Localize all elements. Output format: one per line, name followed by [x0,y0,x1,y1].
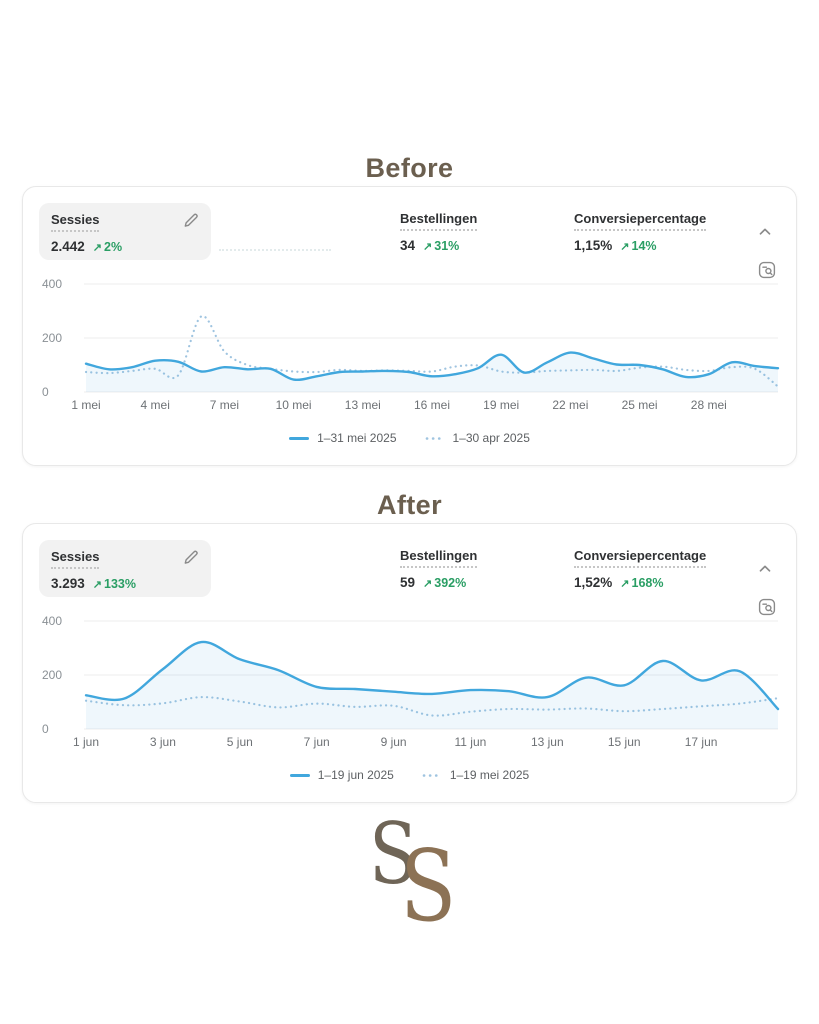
solid-line-swatch-icon [289,436,310,440]
svg-text:5 jun: 5 jun [227,735,253,749]
logo-letter-s1: S [369,805,418,903]
metric-value-sessies: 3.293 [51,576,85,592]
trend-up-icon: ↗ [423,241,433,254]
metric-tab-sessies[interactable]: Sessies 2.442 ↗ 2% [39,203,211,260]
explore-data-button[interactable] [758,261,776,279]
pencil-icon [184,213,198,227]
metric-change-conversiepercentage: ↗ 14% [620,239,657,254]
svg-text:7 mei: 7 mei [210,398,239,412]
chart-legend: 1–31 mei 2025 1–30 apr 2025 [23,431,796,445]
trend-up-icon: ↗ [92,242,103,255]
legend-item-previous-period: 1–19 mei 2025 [422,768,529,782]
svg-text:400: 400 [42,614,62,628]
legend-label: 1–31 mei 2025 [317,431,397,445]
svg-text:7 jun: 7 jun [304,735,330,749]
legend-item-current-period: 1–19 jun 2025 [289,768,394,782]
before-title: Before [365,153,454,183]
svg-text:16 mei: 16 mei [414,398,450,412]
svg-text:3 jun: 3 jun [150,735,176,749]
metric-tab-bestellingen[interactable]: Bestellingen 34 ↗ 31% [400,210,478,254]
metric-tab-conversiepercentage[interactable]: Conversiepercentage 1,52% ↗ 168% [574,547,707,591]
svg-text:13 jun: 13 jun [531,735,564,749]
svg-text:0: 0 [42,722,49,736]
metric-change-sessies: ↗ 133% [92,577,136,592]
metric-value-bestellingen: 59 [400,575,416,591]
trend-up-icon: ↗ [92,579,103,592]
edit-metric-button[interactable] [183,212,199,228]
collapse-card-button[interactable] [757,561,773,577]
svg-text:1 mei: 1 mei [71,398,100,412]
svg-text:13 mei: 13 mei [345,398,381,412]
dotted-line-swatch-icon [425,436,445,440]
metric-label-conversiepercentage: Conversiepercentage [574,548,707,569]
trend-up-icon: ↗ [620,241,630,254]
analytics-card-before: Sessies 2.442 ↗ 2% Bestellingen 34 ↗ 31% [22,186,797,466]
metric-change-sessies: ↗ 2% [92,240,123,255]
svg-text:17 jun: 17 jun [685,735,718,749]
metric-value-sessies: 2.442 [51,239,85,255]
pencil-icon [184,550,198,564]
sessions-line-chart-after[interactable]: 0 200 400 1 jun 3 jun 5 jun 7 jun 9 jun 11 jun 13… [39,612,782,754]
svg-text:22 mei: 22 mei [552,398,588,412]
legend-label: 1–19 jun 2025 [317,768,394,782]
metric-tab-bestellingen[interactable]: Bestellingen 59 ↗ 392% [400,547,478,591]
after-title: After [376,490,442,520]
svg-text:10 mei: 10 mei [276,398,312,412]
svg-text:11 jun: 11 jun [454,735,486,749]
redacted-metric-artifact [219,243,331,251]
trend-up-icon: ↗ [620,578,630,591]
legend-item-previous-period: 1–30 apr 2025 [425,431,530,445]
metric-value-bestellingen: 34 [400,238,416,254]
legend-label: 1–30 apr 2025 [452,431,530,445]
collapse-card-button[interactable] [757,224,773,240]
explore-data-icon [758,598,776,616]
legend-label: 1–19 mei 2025 [449,768,530,782]
svg-text:0: 0 [42,385,49,399]
metric-tab-conversiepercentage[interactable]: Conversiepercentage 1,15% ↗ 14% [574,210,707,254]
metric-change-conversiepercentage: ↗ 168% [620,576,664,591]
metric-tab-sessies[interactable]: Sessies 3.293 ↗ 133% [39,540,211,597]
chart-legend: 1–19 jun 2025 1–19 mei 2025 [23,768,796,782]
metric-label-sessies: Sessies [51,549,100,570]
svg-text:200: 200 [42,331,62,345]
svg-text:15 jun: 15 jun [608,735,641,749]
metric-change-bestellingen: ↗ 392% [423,576,467,591]
chevron-up-icon [759,228,771,235]
metric-label-sessies: Sessies [51,212,100,233]
legend-item-current-period: 1–31 mei 2025 [289,431,397,445]
svg-text:9 jun: 9 jun [381,735,407,749]
metric-value-conversiepercentage: 1,52% [574,575,613,591]
metric-change-bestellingen: ↗ 31% [423,239,460,254]
explore-data-button[interactable] [758,598,776,616]
analytics-card-after: Sessies 3.293 ↗ 133% Bestellingen 59 ↗ 3… [22,523,797,803]
dotted-line-swatch-icon [422,773,442,777]
metric-label-bestellingen: Bestellingen [400,211,478,232]
svg-text:1 jun: 1 jun [73,735,99,749]
edit-metric-button[interactable] [183,549,199,565]
svg-text:19 mei: 19 mei [483,398,519,412]
logo-letter-s2: S [400,830,457,944]
solid-line-swatch-icon [289,773,310,777]
ss-brand-logo: S S [0,800,819,950]
sessions-line-chart-before[interactable]: 0 200 400 1 mei 4 mei 7 mei 10 mei 13 mei 16 mei… [39,275,782,417]
svg-text:28 mei: 28 mei [691,398,727,412]
svg-text:25 mei: 25 mei [622,398,658,412]
explore-data-icon [758,261,776,279]
metric-value-conversiepercentage: 1,15% [574,238,613,254]
svg-text:200: 200 [42,668,62,682]
svg-text:400: 400 [42,277,62,291]
metric-label-bestellingen: Bestellingen [400,548,478,569]
svg-text:4 mei: 4 mei [141,398,170,412]
trend-up-icon: ↗ [423,578,433,591]
chevron-up-icon [759,565,771,572]
metric-label-conversiepercentage: Conversiepercentage [574,211,707,232]
